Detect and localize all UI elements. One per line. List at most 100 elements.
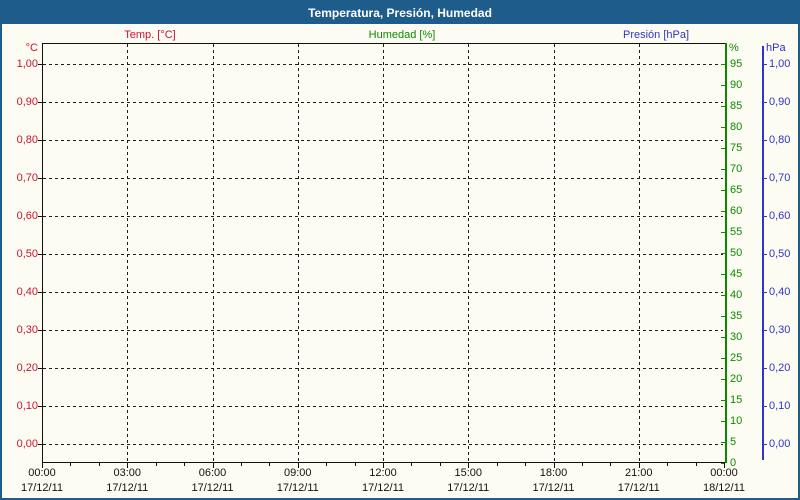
humidity-axis-tick (721, 337, 725, 338)
pressure-axis-tick (762, 216, 767, 217)
humidity-axis-tick (721, 190, 725, 191)
pressure-axis-tick-label: 0,90 (769, 96, 791, 108)
humidity-axis-tick (721, 463, 725, 464)
humidity-axis-tick (721, 442, 725, 443)
humidity-axis-tick (721, 295, 725, 296)
pressure-axis-tick-label: 0,70 (769, 172, 791, 184)
x-axis-major-tick (638, 463, 640, 468)
temp-axis-tick-label: 0,20 (16, 362, 38, 374)
pressure-axis-tick (762, 330, 767, 331)
gridline-vertical (468, 44, 470, 461)
humidity-axis-tick-label: 70 (730, 163, 743, 175)
legend-item-pressure: Presión [hPa] (622, 29, 690, 41)
humidity-axis-tick-label: 25 (730, 352, 743, 364)
humidity-axis-tick-label: 80 (730, 121, 743, 133)
x-axis-date-label: 17/12/11 (276, 482, 319, 494)
humidity-axis-unit: % (729, 42, 739, 54)
humidity-axis-tick (721, 64, 725, 65)
x-axis-major-tick (42, 463, 43, 468)
pressure-axis-line (762, 46, 764, 460)
x-axis-date-label: 18/12/11 (702, 482, 745, 494)
pressure-axis-tick-label: 0,60 (769, 210, 791, 222)
humidity-axis-tick-label: 40 (730, 289, 743, 301)
pressure-axis-unit: hPa (766, 42, 786, 54)
x-axis-minor-tick (695, 463, 697, 466)
pressure-axis-tick (762, 292, 767, 293)
legend-item-temperature: Temp. [°C] (124, 29, 176, 41)
humidity-axis-tick-label: 85 (730, 100, 743, 112)
x-axis-minor-tick (240, 463, 242, 466)
x-axis-date-label: 17/12/11 (532, 482, 575, 494)
x-axis-date-label: 17/12/11 (447, 482, 490, 494)
x-axis-time-label: 00:00 (28, 467, 56, 479)
x-axis-time-label: 18:00 (539, 467, 568, 479)
title-bar: Temperatura, Presión, Humedad (2, 2, 798, 24)
humidity-axis-tick (721, 400, 725, 401)
x-axis-minor-tick (155, 463, 157, 466)
pressure-axis-tick (762, 178, 767, 179)
pressure-axis-tick (762, 102, 767, 103)
temp-axis-tick (38, 254, 42, 255)
x-axis-date-label: 17/12/11 (191, 482, 234, 494)
x-axis-minor-tick (496, 463, 498, 466)
temp-axis-tick-label: 0,50 (16, 248, 38, 260)
humidity-axis-line (725, 43, 727, 463)
x-axis-major-tick (212, 463, 214, 468)
gridline-vertical (638, 44, 640, 461)
pressure-axis-tick-label: 0,10 (769, 400, 791, 412)
x-axis-date-label: 17/12/11 (617, 482, 660, 494)
humidity-axis-tick-label: 65 (730, 184, 743, 196)
temp-axis-tick-label: 0,80 (16, 134, 38, 146)
x-axis-minor-tick (439, 463, 441, 466)
x-axis-time-label: 21:00 (624, 467, 653, 479)
humidity-axis-tick (721, 127, 725, 128)
humidity-axis-tick (721, 211, 725, 212)
pressure-axis-tick-label: 0,50 (769, 248, 791, 260)
x-axis-time-label: 09:00 (283, 467, 312, 479)
x-axis-minor-tick (354, 463, 356, 466)
humidity-axis-tick-label: 45 (730, 268, 743, 280)
temp-axis-tick-label: 0,70 (16, 172, 38, 184)
humidity-axis-tick (721, 232, 725, 233)
humidity-axis-tick (721, 421, 725, 422)
gridline-vertical (127, 44, 129, 461)
temp-axis-tick (38, 406, 42, 407)
temp-axis-tick-label: 0,00 (16, 438, 38, 450)
x-axis-major-tick (127, 463, 129, 468)
x-axis-time-label: 12:00 (369, 467, 397, 479)
x-axis-minor-tick (326, 463, 328, 466)
x-axis-major-tick (297, 463, 299, 468)
x-axis-major-tick (553, 463, 555, 468)
humidity-axis-tick (721, 148, 725, 149)
humidity-axis-tick-label: 10 (730, 415, 743, 427)
temp-axis-tick-label: 0,10 (16, 400, 38, 412)
temp-axis-tick (38, 368, 42, 369)
x-axis-time-label: 03:00 (113, 467, 142, 479)
pressure-axis-tick-label: 0,30 (769, 324, 791, 336)
humidity-axis-tick-label: 95 (730, 58, 743, 70)
temp-axis-tick-label: 0,60 (16, 210, 38, 222)
gridline-vertical (297, 44, 299, 461)
x-axis-minor-tick (70, 463, 72, 466)
humidity-axis-tick (721, 274, 725, 275)
humidity-axis-tick-label: 15 (730, 394, 743, 406)
humidity-axis-tick (721, 106, 725, 107)
temp-axis-tick-label: 0,40 (16, 286, 38, 298)
x-axis-date-label: 17/12/11 (106, 482, 149, 494)
temp-axis-tick (38, 216, 42, 217)
temp-axis-tick-label: 0,30 (16, 324, 38, 336)
humidity-axis-tick-label: 90 (730, 79, 743, 91)
x-axis-minor-tick (184, 463, 186, 466)
humidity-axis-tick (721, 358, 725, 359)
temp-axis-tick (38, 140, 42, 141)
pressure-axis-tick (762, 406, 767, 407)
pressure-axis-tick (762, 368, 767, 369)
humidity-axis-tick-label: 35 (730, 310, 743, 322)
x-axis-date-label: 17/12/11 (20, 482, 63, 494)
humidity-axis-tick-label: 60 (730, 205, 743, 217)
x-axis-minor-tick (610, 463, 612, 466)
gridline-vertical (212, 44, 214, 461)
gridline-vertical (383, 44, 384, 461)
humidity-axis-tick-label: 5 (730, 436, 737, 448)
